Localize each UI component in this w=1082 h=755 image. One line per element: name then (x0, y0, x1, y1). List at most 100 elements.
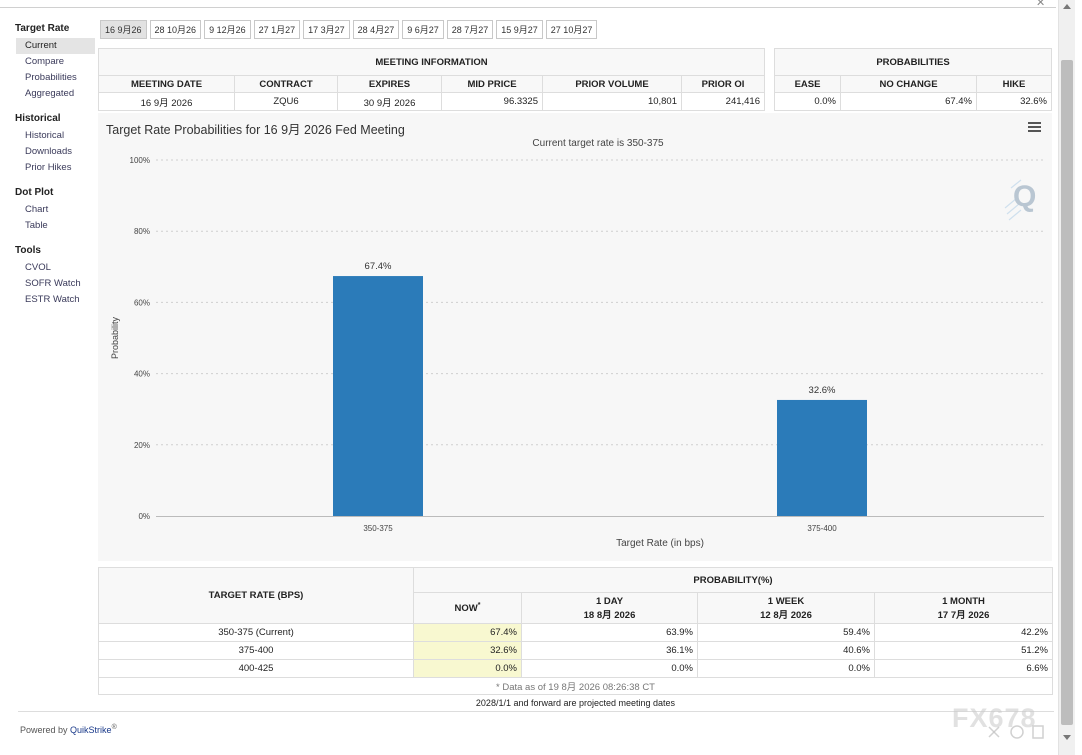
one-week-header: 1 WEEK 12 8月 2026 (697, 592, 875, 624)
period-date: 17 7月 2026 (937, 609, 990, 621)
target-rate-cell: 375-400 (98, 641, 414, 660)
meeting-information-title: MEETING INFORMATION (98, 48, 765, 76)
column-header: EASE (774, 75, 841, 93)
now-cell: 67.4% (413, 623, 522, 642)
probability-header: PROBABILITY(%) (413, 567, 1053, 593)
contract-value: ZQU6 (234, 92, 338, 111)
sidebar-item-sofr-watch[interactable]: SOFR Watch (25, 278, 81, 289)
tab-meeting-date[interactable]: 9 12月26 (204, 20, 251, 39)
one-day-cell: 0.0% (521, 659, 698, 678)
tab-meeting-date[interactable]: 27 1月27 (253, 20, 301, 39)
data-as-of-footnote: * Data as of 19 8月 2026 08:26:38 CT (98, 677, 1053, 695)
quikstrike-link[interactable]: QuikStrike (70, 725, 112, 735)
period-date: 18 8月 2026 (583, 609, 636, 621)
column-header: EXPIRES (337, 75, 442, 93)
sidebar-heading: Historical (15, 113, 61, 124)
one-week-cell: 40.6% (697, 641, 875, 660)
bottom-divider (18, 711, 1054, 712)
sidebar-item-downloads[interactable]: Downloads (25, 146, 72, 157)
target-rate-cell: 400-425 (98, 659, 414, 678)
expand-icon[interactable]: ✕ (1036, 0, 1046, 9)
watermark-controls-icon (988, 725, 1044, 739)
y-tick-label: 40% (134, 370, 150, 379)
tab-meeting-date[interactable]: 28 10月26 (149, 20, 202, 39)
column-header: MEETING DATE (98, 75, 235, 93)
chart-menu-icon[interactable] (1028, 122, 1041, 132)
column-header: NO CHANGE (840, 75, 977, 93)
data-label: 32.6% (809, 385, 836, 396)
registered-mark: ® (111, 724, 117, 731)
table-row: 400-425 0.0% 0.0% 0.0% 6.6% (98, 659, 1053, 678)
column-header: PRIOR OI (681, 75, 765, 93)
svg-text:Q: Q (1013, 180, 1036, 213)
one-month-cell: 6.6% (874, 659, 1053, 678)
x-tick-label: 350-375 (363, 524, 393, 533)
chart-plot: 0% 20% 40% 60% 80% 100% 67.4% 350-375 32.6% 375-4… (110, 156, 1044, 549)
column-header: HIKE (976, 75, 1052, 93)
sidebar-item-compare[interactable]: Compare (25, 56, 65, 67)
quikstrike-logo-icon: Q (1004, 179, 1036, 221)
bar (777, 399, 867, 516)
bar (333, 276, 423, 516)
hike-value: 32.6% (976, 92, 1052, 111)
sidebar-item-current[interactable]: Current (16, 38, 95, 54)
sidebar-item-historical[interactable]: Historical (25, 130, 65, 141)
sidebar-group-historical: Historical Historical Downloads Prior Hi… (10, 108, 95, 176)
one-day-cell: 63.9% (521, 623, 698, 642)
probabilities-table: PROBABILITIES EASE NO CHANGE HIKE 0.0% 6… (774, 48, 1052, 111)
one-day-header: 1 DAY 18 8月 2026 (521, 592, 698, 624)
period-label: 1 WEEK (767, 595, 805, 607)
scrollbar-thumb[interactable] (1061, 60, 1073, 725)
scroll-up-icon[interactable] (1063, 4, 1071, 9)
table-row: 375-400 32.6% 36.1% 40.6% 51.2% (98, 641, 1053, 660)
y-tick-label: 0% (138, 512, 150, 521)
one-month-header: 1 MONTH 17 7月 2026 (874, 592, 1053, 624)
target-rate-header: TARGET RATE (BPS) (98, 567, 414, 624)
vertical-scrollbar[interactable] (1058, 0, 1075, 755)
period-label: 1 DAY (595, 595, 624, 607)
prior-oi-value: 241,416 (681, 92, 765, 111)
table-row: 350-375 (Current) 67.4% 63.9% 59.4% 42.2… (98, 623, 1053, 642)
x-tick-label: 375-400 (807, 524, 837, 533)
sidebar-group-target-rate: Target Rate Current Compare Probabilitie… (10, 18, 95, 102)
sidebar-item-aggregated[interactable]: Aggregated (25, 88, 75, 99)
period-date: 12 8月 2026 (760, 609, 812, 621)
target-rate-cell: 350-375 (Current) (98, 623, 414, 642)
now-cell: 0.0% (413, 659, 522, 678)
sidebar-item-table[interactable]: Table (25, 220, 48, 231)
meeting-date-tabs: 16 9月26 28 10月26 9 12月26 27 1月27 17 3月27… (100, 20, 598, 39)
tab-meeting-date[interactable]: 17 3月27 (303, 20, 350, 39)
scroll-down-icon[interactable] (1063, 735, 1071, 740)
sidebar-item-chart[interactable]: Chart (25, 204, 49, 215)
top-divider (0, 7, 1056, 8)
prior-volume-value: 10,801 (542, 92, 682, 111)
sidebar-item-cvol[interactable]: CVOL (25, 262, 51, 273)
one-month-cell: 42.2% (874, 623, 1053, 642)
one-month-cell: 51.2% (874, 641, 1053, 660)
no-change-value: 67.4% (840, 92, 977, 111)
powered-by-prefix: Powered by (20, 725, 68, 735)
tab-meeting-date[interactable]: 28 7月27 (446, 20, 494, 39)
y-tick-label: 80% (134, 227, 150, 236)
now-cell: 32.6% (413, 641, 522, 660)
sidebar-item-prior-hikes[interactable]: Prior Hikes (25, 162, 72, 173)
y-tick-label: 20% (134, 441, 150, 450)
one-week-cell: 0.0% (697, 659, 875, 678)
column-header: CONTRACT (234, 75, 338, 93)
data-label: 67.4% (365, 261, 392, 272)
tab-meeting-date[interactable]: 16 9月26 (100, 20, 147, 39)
sidebar-group-tools: Tools CVOL SOFR Watch ESTR Watch (10, 240, 95, 308)
tab-meeting-date[interactable]: 28 4月27 (352, 20, 400, 39)
powered-by: Powered by QuikStrike® (20, 724, 117, 735)
period-label: 1 MONTH (942, 595, 985, 607)
one-day-cell: 36.1% (521, 641, 698, 660)
tab-meeting-date[interactable]: 27 10月27 (545, 20, 598, 39)
sidebar-item-probabilities[interactable]: Probabilities (25, 72, 77, 83)
probability-history-table: TARGET RATE (BPS) PROBABILITY(%) NOW* 1 … (98, 567, 1053, 695)
tab-meeting-date[interactable]: 15 9月27 (496, 20, 543, 39)
tab-meeting-date[interactable]: 9 6月27 (402, 20, 444, 39)
y-axis-label: Probability (110, 316, 120, 359)
y-tick-label: 60% (134, 298, 150, 307)
sidebar-heading: Tools (15, 245, 41, 256)
sidebar-item-estr-watch[interactable]: ESTR Watch (25, 294, 80, 305)
